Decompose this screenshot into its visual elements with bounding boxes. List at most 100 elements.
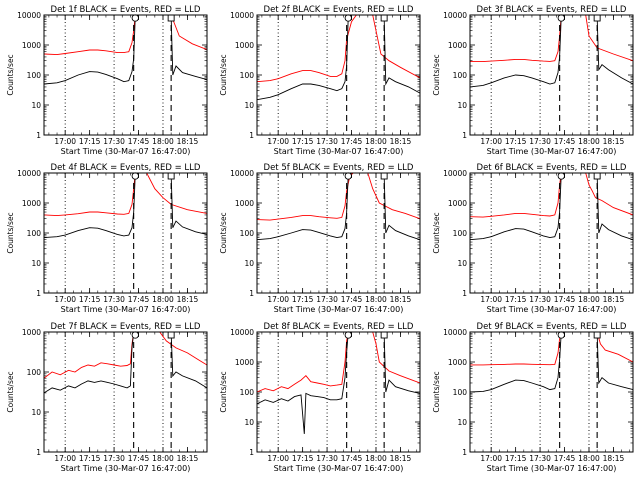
y-tick-label: 10 [31, 259, 41, 268]
square-marker [380, 14, 388, 22]
y-tick-label: 10 [244, 259, 254, 268]
y-tick-label: 1 [36, 289, 41, 298]
x-tick-label: 18:00 [578, 137, 600, 146]
y-tick-label: 100 [453, 388, 468, 397]
x-tick-label: 17:00 [480, 454, 502, 463]
circle-marker [344, 331, 352, 339]
x-tick-label: 17:15 [505, 295, 527, 304]
y-tick-label: 1000 [22, 199, 41, 208]
square-marker [593, 331, 601, 339]
x-tick-label: 18:15 [390, 137, 412, 146]
plot-frame [43, 331, 208, 453]
x-tick-label: 17:00 [54, 137, 76, 146]
series-group [470, 332, 633, 393]
events-series-line [257, 332, 420, 434]
series-group [257, 332, 420, 434]
y-tick-label: 1000 [235, 199, 254, 208]
series-group [44, 173, 207, 239]
x-tick-label: 17:30 [529, 137, 551, 146]
x-tick-label: 17:30 [103, 137, 125, 146]
x-tick-label: 18:00 [578, 295, 600, 304]
x-tick-label: 18:15 [603, 295, 625, 304]
x-tick-label: 17:00 [480, 295, 502, 304]
lld-series-line [44, 332, 207, 379]
circle-marker [557, 172, 565, 180]
chart-panel: Det 9f BLACK = Events, RED = LLD Counts/s… [432, 322, 634, 473]
x-axis-label: Start Time (30-Mar-07 16:47:00) [274, 305, 404, 314]
y-axis-label: Counts/sec [219, 212, 228, 253]
y-tick-label: 10 [457, 101, 467, 110]
x-tick-label: 18:15 [603, 137, 625, 146]
x-tick-label: 17:45 [341, 137, 363, 146]
x-tick-label: 17:30 [316, 295, 338, 304]
x-tick-label: 17:30 [529, 454, 551, 463]
chart-panel: Det 5f BLACK = Events, RED = LLD Counts/s… [219, 163, 421, 314]
x-tick-label: 17:30 [316, 454, 338, 463]
square-marker [167, 14, 175, 22]
x-tick-label: 17:30 [103, 454, 125, 463]
lld-series-line [257, 332, 420, 393]
lld-series-line [44, 15, 207, 56]
y-tick-label: 10000 [230, 11, 254, 20]
circle-marker [131, 14, 139, 22]
events-series-line [257, 15, 420, 101]
chart-panel: Det 8f BLACK = Events, RED = LLD Counts/s… [219, 322, 421, 473]
y-tick-label: 10000 [17, 11, 41, 20]
y-tick-label: 1 [249, 289, 254, 298]
x-tick-label: 18:15 [177, 137, 199, 146]
chart-panel: Det 7f BLACK = Events, RED = LLD Counts/s… [6, 322, 208, 473]
x-tick-label: 18:00 [152, 454, 174, 463]
x-axis-label: Start Time (30-Mar-07 16:47:00) [61, 147, 191, 156]
y-axis-label: Counts/sec [432, 371, 441, 412]
x-tick-label: 17:15 [79, 137, 101, 146]
x-tick-label: 18:00 [152, 295, 174, 304]
x-tick-label: 17:45 [341, 454, 363, 463]
chart-panel: Det 4f BLACK = Events, RED = LLD Counts/s… [6, 163, 208, 314]
y-tick-label: 1 [36, 131, 41, 140]
y-tick-label: 1 [36, 448, 41, 457]
square-marker [167, 331, 175, 339]
series-group [257, 15, 420, 101]
x-tick-label: 17:15 [79, 295, 101, 304]
chart-panel: Det 2f BLACK = Events, RED = LLD Counts/s… [219, 5, 421, 156]
y-tick-label: 1000 [235, 358, 254, 367]
plot-frame [256, 331, 421, 453]
chart-title: Det 7f BLACK = Events, RED = LLD [51, 322, 201, 332]
x-tick-label: 17:00 [54, 454, 76, 463]
y-axis-label: Counts/sec [6, 212, 15, 253]
plot-frame [43, 14, 208, 136]
lld-series-line [257, 15, 420, 83]
y-tick-label: 10000 [230, 169, 254, 178]
x-tick-label: 18:00 [365, 295, 387, 304]
x-tick-label: 17:15 [292, 295, 314, 304]
square-marker [593, 172, 601, 180]
x-tick-label: 17:45 [341, 295, 363, 304]
x-tick-label: 17:15 [292, 454, 314, 463]
x-tick-label: 18:15 [390, 295, 412, 304]
x-tick-label: 17:30 [103, 295, 125, 304]
x-axis-label: Start Time (30-Mar-07 16:47:00) [487, 464, 617, 473]
chart-title: Det 5f BLACK = Events, RED = LLD [264, 163, 414, 173]
x-axis-label: Start Time (30-Mar-07 16:47:00) [61, 464, 191, 473]
x-tick-label: 18:00 [365, 454, 387, 463]
chart-title: Det 9f BLACK = Events, RED = LLD [477, 322, 627, 332]
y-tick-label: 10 [457, 418, 467, 427]
x-tick-label: 18:00 [152, 137, 174, 146]
x-axis-label: Start Time (30-Mar-07 16:47:00) [487, 305, 617, 314]
x-axis-label: Start Time (30-Mar-07 16:47:00) [274, 464, 404, 473]
chart-title: Det 1f BLACK = Events, RED = LLD [51, 5, 201, 15]
y-tick-label: 10 [244, 418, 254, 427]
series-group [44, 15, 207, 85]
chart-title: Det 2f BLACK = Events, RED = LLD [264, 5, 414, 15]
chart-panel: Det 1f BLACK = Events, RED = LLD Counts/s… [6, 5, 208, 156]
y-axis-label: Counts/sec [6, 371, 15, 412]
x-tick-label: 17:00 [267, 295, 289, 304]
events-series-line [470, 173, 633, 241]
y-tick-label: 1 [249, 131, 254, 140]
chart-title: Det 3f BLACK = Events, RED = LLD [477, 5, 627, 15]
circle-marker [344, 14, 352, 22]
events-series-line [470, 15, 633, 88]
x-tick-label: 17:15 [292, 137, 314, 146]
y-tick-label: 10000 [443, 328, 467, 337]
